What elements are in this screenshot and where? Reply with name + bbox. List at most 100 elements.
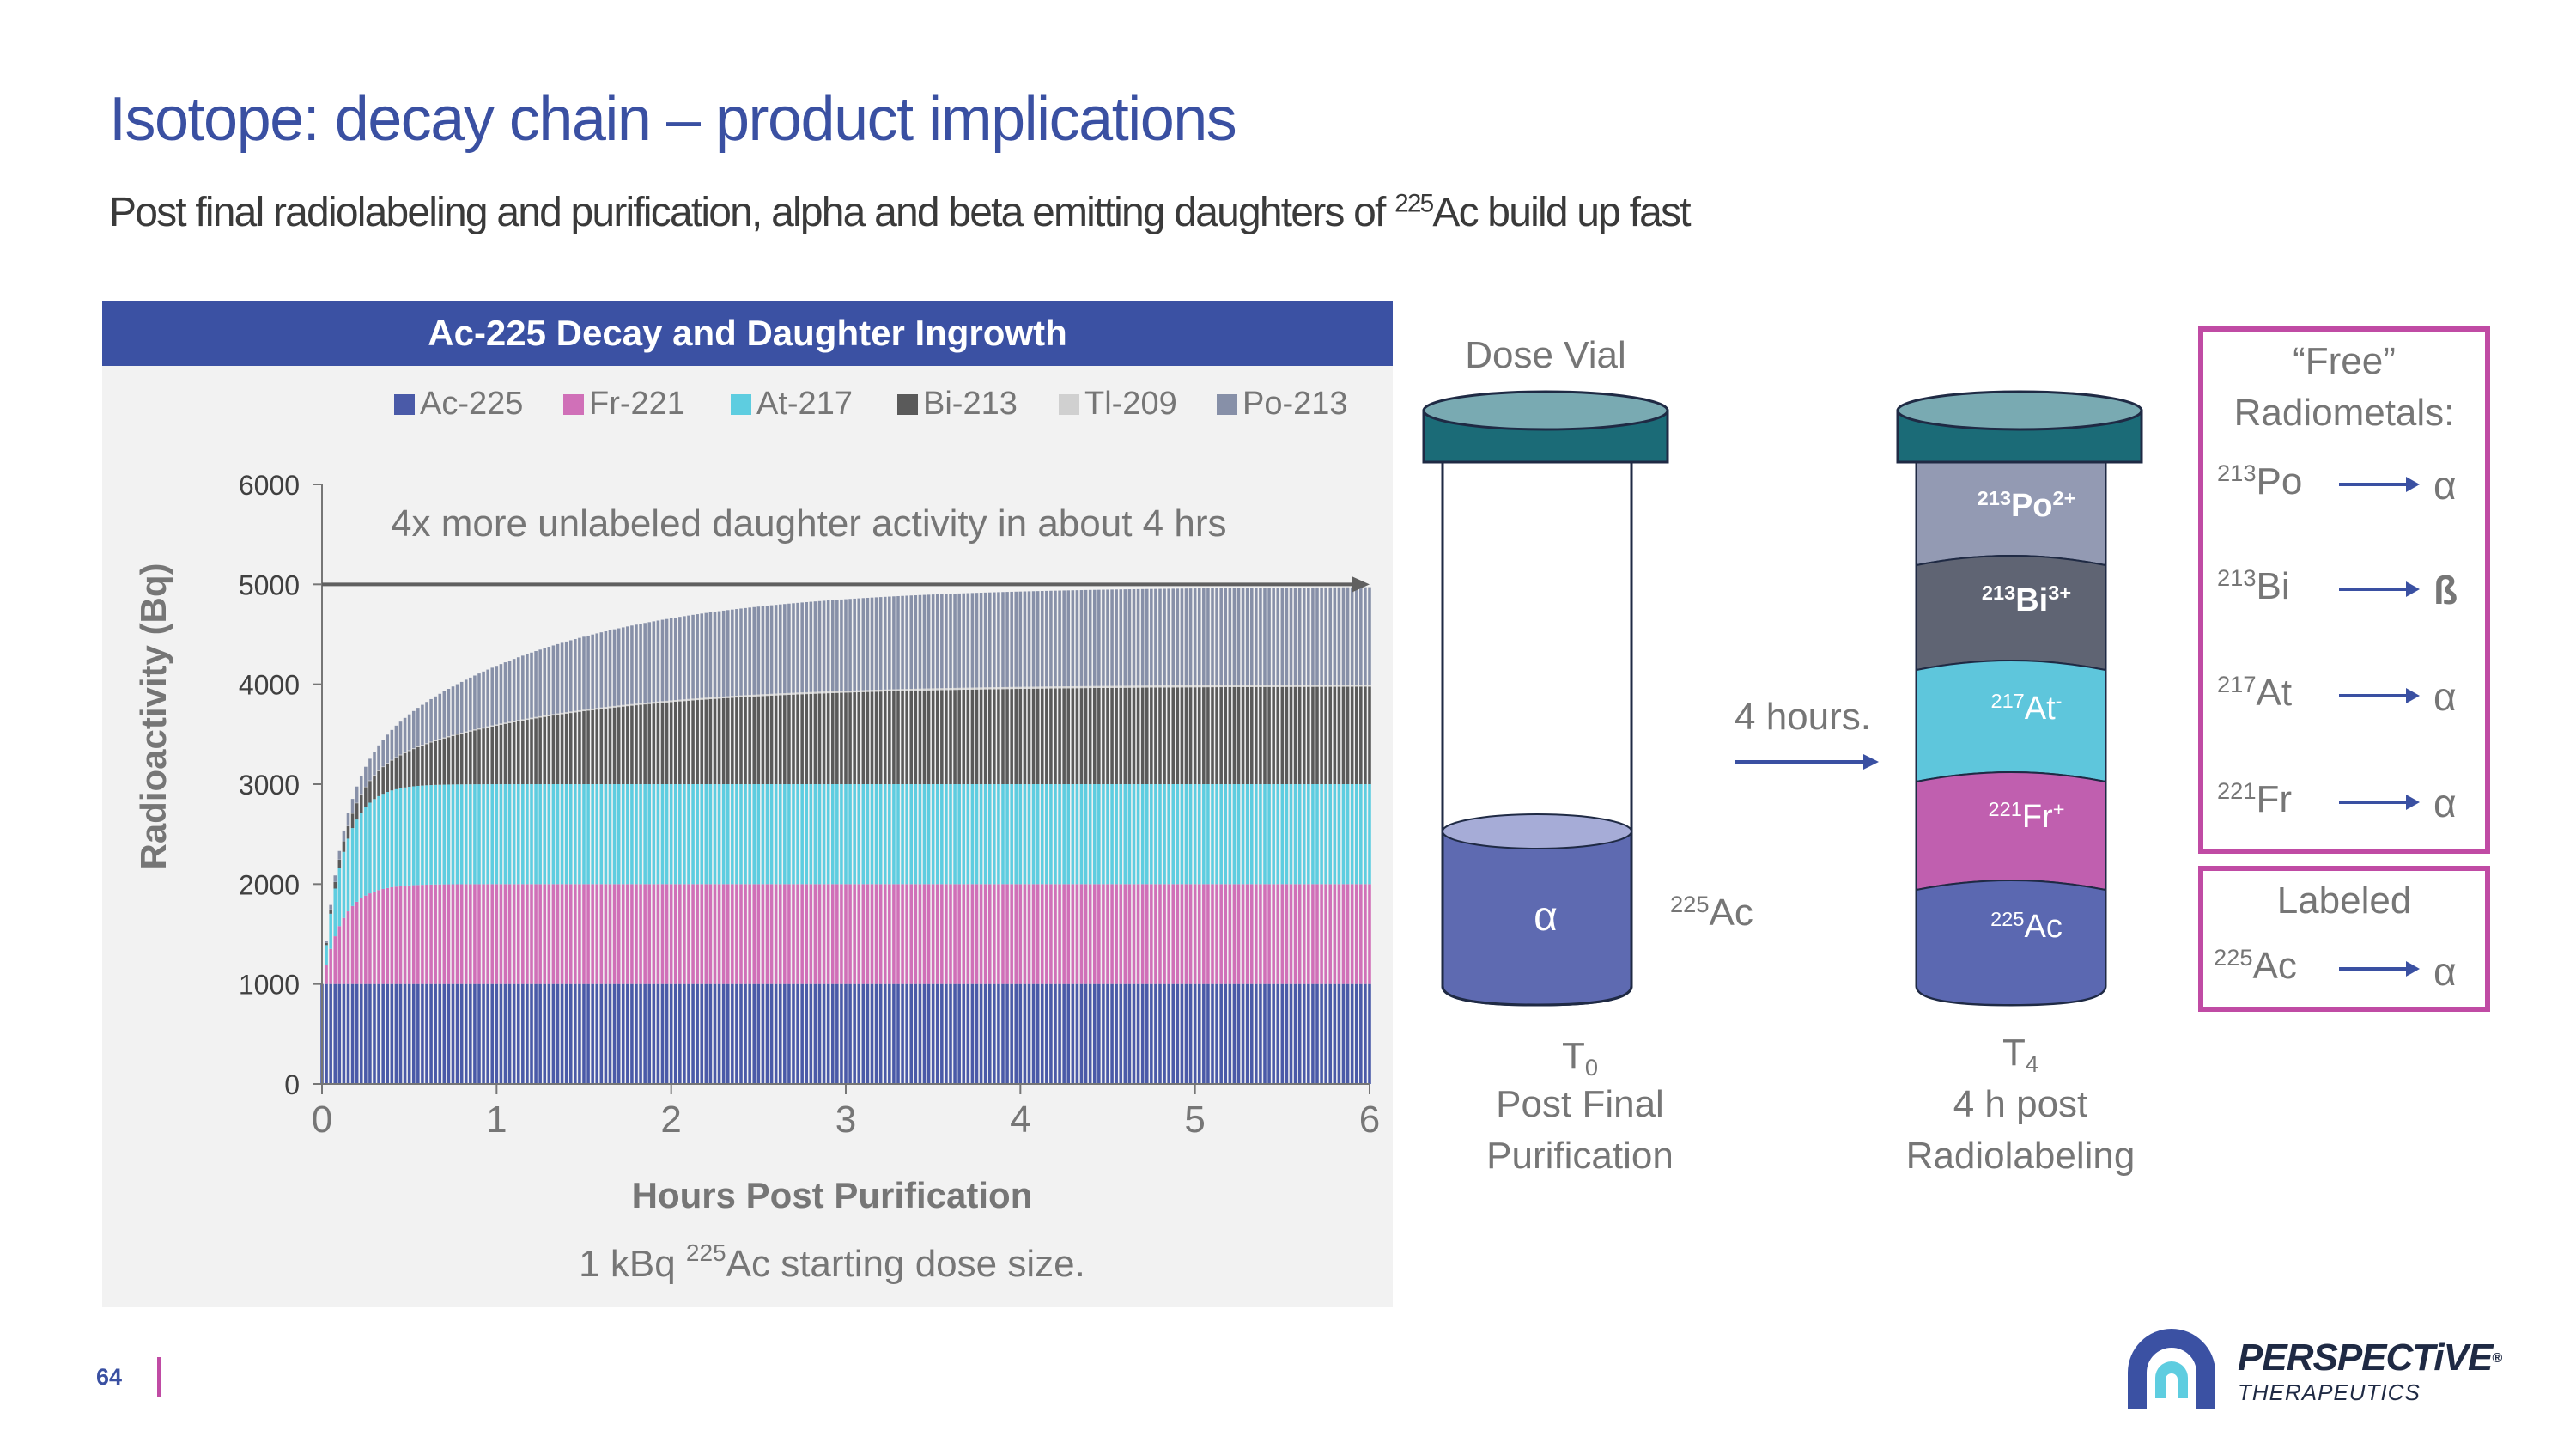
bar-segment <box>1341 587 1346 685</box>
bar-segment <box>477 983 481 1084</box>
bar-segment <box>830 884 835 984</box>
bar-segment <box>1285 983 1289 1084</box>
bar-segment <box>1005 784 1009 885</box>
bar-segment <box>918 983 922 1084</box>
bar-segment <box>1206 884 1210 984</box>
bar-segment <box>1276 983 1280 1084</box>
bar-segment <box>647 983 652 1084</box>
bar-segment <box>459 983 464 1084</box>
bar-segment <box>1115 589 1118 686</box>
bar-segment <box>512 884 516 984</box>
y-tick-label: 1000 <box>239 970 300 1001</box>
bar-segment <box>787 694 791 784</box>
bar-segment <box>1176 687 1180 784</box>
bar-segment <box>1255 685 1258 687</box>
bar-segment <box>516 721 520 785</box>
bar-segment <box>970 593 975 688</box>
bar-segment <box>1272 884 1275 984</box>
bar-segment <box>582 784 586 885</box>
bar-segment <box>1297 588 1302 685</box>
bar-segment <box>993 983 996 1084</box>
bar-segment <box>949 690 952 784</box>
bar-segment <box>373 799 376 892</box>
bar-segment <box>1167 685 1170 688</box>
bar-segment <box>1079 884 1084 984</box>
bar-segment <box>394 757 398 758</box>
bar-segment <box>1119 685 1123 688</box>
bar-segment <box>866 884 870 984</box>
bar-segment <box>835 692 839 784</box>
bar-segment <box>822 884 826 984</box>
transition-label: 4 hours. <box>1735 696 1871 738</box>
bar-segment <box>1302 588 1306 685</box>
bar-segment <box>560 642 564 713</box>
bar-segment <box>783 784 787 885</box>
bar-segment <box>394 758 398 789</box>
bar-segment <box>1224 588 1228 685</box>
bar-segment <box>656 620 660 702</box>
bar-segment <box>1219 983 1223 1084</box>
bar-segment <box>830 691 835 693</box>
bar-segment <box>700 697 704 700</box>
bar-segment <box>1132 687 1136 784</box>
bar-segment <box>1354 884 1358 984</box>
bar-segment <box>447 737 451 785</box>
bar-segment <box>993 784 996 885</box>
bar-segment <box>975 689 979 784</box>
bar-segment <box>639 624 642 703</box>
bar-segment <box>350 813 355 829</box>
bar-segment <box>1197 685 1201 688</box>
free-row-sup: 213 <box>2217 564 2257 591</box>
bar-segment <box>1333 587 1337 685</box>
bar-segment <box>983 592 987 688</box>
bar-segment <box>905 983 908 1084</box>
bar-segment <box>987 592 992 688</box>
bar-segment <box>574 712 577 784</box>
bar-segment <box>713 983 717 1084</box>
bar-segment <box>1036 591 1040 687</box>
bar-segment <box>726 884 730 984</box>
bar-segment <box>888 596 891 690</box>
bar-segment <box>346 838 350 912</box>
at-charge: - <box>2055 690 2063 713</box>
bar-segment <box>748 697 751 784</box>
bar-segment <box>1267 884 1271 984</box>
bar-segment <box>1272 983 1275 1084</box>
bar-segment <box>1302 884 1306 984</box>
bar-segment <box>1302 686 1306 784</box>
bar-segment <box>1150 884 1153 984</box>
bar-segment <box>390 760 394 791</box>
bar-segment <box>1224 784 1228 885</box>
bar-segment <box>1211 588 1214 685</box>
bar-segment <box>761 884 765 984</box>
bar-segment <box>1027 591 1031 687</box>
bar-segment <box>901 983 904 1084</box>
bar-segment <box>696 784 699 885</box>
bar-segment <box>1228 983 1232 1084</box>
bar-segment <box>530 719 533 785</box>
bar-segment <box>918 691 922 784</box>
t4-letter: T <box>2002 1032 2026 1074</box>
bar-segment <box>1115 685 1118 688</box>
bar-segment <box>1307 983 1310 1084</box>
t0-caption-line2: Purification <box>1486 1135 1674 1177</box>
bar-segment <box>1171 588 1176 686</box>
bar-segment <box>1346 784 1350 885</box>
bar-segment <box>817 693 822 784</box>
bar-segment <box>1368 587 1371 685</box>
bar-segment <box>1206 588 1210 685</box>
bar-segment <box>962 689 966 784</box>
bar-segment <box>1293 983 1297 1084</box>
free-row-arrow-icon <box>2339 581 2420 597</box>
bi-text: Bi <box>2015 582 2049 618</box>
bar-segment <box>1097 687 1101 784</box>
bar-segment <box>411 885 416 984</box>
bar-segment <box>1176 685 1180 688</box>
bar-segment <box>870 784 874 885</box>
bar-segment <box>608 784 612 885</box>
bar-segment <box>599 784 604 885</box>
bar-segment <box>503 884 507 984</box>
bar-segment <box>1075 685 1079 689</box>
bar-segment <box>1359 587 1363 685</box>
bar-segment <box>905 784 908 885</box>
